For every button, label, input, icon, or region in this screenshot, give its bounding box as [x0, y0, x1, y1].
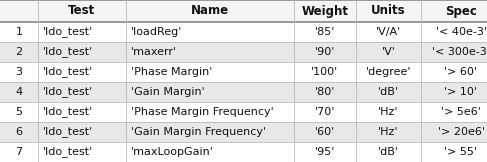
Text: 'dB': 'dB'	[378, 147, 399, 157]
Text: 'loadReg': 'loadReg'	[131, 27, 182, 37]
Text: '85': '85'	[315, 27, 335, 37]
Text: '100': '100'	[311, 67, 338, 77]
Text: 'Hz': 'Hz'	[378, 107, 399, 117]
Text: '95': '95'	[315, 147, 335, 157]
Text: '< 40e-3': '< 40e-3'	[435, 27, 487, 37]
Text: 'V/A': 'V/A'	[376, 27, 401, 37]
Bar	[0, 0, 487, 22]
Text: '> 55': '> 55'	[445, 147, 477, 157]
Text: 'Gain Margin Frequency': 'Gain Margin Frequency'	[131, 127, 266, 137]
Text: '90': '90'	[315, 47, 335, 57]
Text: 'ldo_test': 'ldo_test'	[43, 147, 93, 157]
Text: Units: Units	[371, 5, 406, 17]
Text: 1: 1	[16, 27, 22, 37]
Text: '> 5e6': '> 5e6'	[441, 107, 481, 117]
Text: '60': '60'	[315, 127, 335, 137]
Bar	[0, 42, 487, 62]
Text: '80': '80'	[315, 87, 335, 97]
Text: 'dB': 'dB'	[378, 87, 399, 97]
Text: Name: Name	[191, 5, 229, 17]
Text: Spec: Spec	[445, 5, 477, 17]
Text: 4: 4	[16, 87, 22, 97]
Text: 7: 7	[16, 147, 22, 157]
Text: 'ldo_test': 'ldo_test'	[43, 107, 93, 117]
Text: '> 10': '> 10'	[445, 87, 477, 97]
Text: 6: 6	[16, 127, 22, 137]
Text: 'degree': 'degree'	[366, 67, 411, 77]
Bar	[0, 102, 487, 122]
Text: 5: 5	[16, 107, 22, 117]
Text: '< 300e-3': '< 300e-3'	[432, 47, 487, 57]
Text: 'ldo_test': 'ldo_test'	[43, 67, 93, 77]
Text: Weight: Weight	[301, 5, 349, 17]
Text: 'ldo_test': 'ldo_test'	[43, 127, 93, 137]
Bar	[0, 22, 487, 42]
Text: 2: 2	[16, 47, 22, 57]
Text: 'Hz': 'Hz'	[378, 127, 399, 137]
Text: '70': '70'	[315, 107, 335, 117]
Text: 'V': 'V'	[381, 47, 395, 57]
Text: 'maxLoopGain': 'maxLoopGain'	[131, 147, 214, 157]
Bar	[0, 82, 487, 102]
Text: 'Phase Margin Frequency': 'Phase Margin Frequency'	[131, 107, 274, 117]
Text: '> 20e6': '> 20e6'	[437, 127, 485, 137]
Text: Test: Test	[68, 5, 95, 17]
Text: 'ldo_test': 'ldo_test'	[43, 27, 93, 37]
Bar	[0, 142, 487, 162]
Text: 'Phase Margin': 'Phase Margin'	[131, 67, 212, 77]
Bar	[0, 122, 487, 142]
Text: 3: 3	[16, 67, 22, 77]
Text: 'Gain Margin': 'Gain Margin'	[131, 87, 205, 97]
Bar	[0, 62, 487, 82]
Text: 'maxerr': 'maxerr'	[131, 47, 177, 57]
Text: 'ldo_test': 'ldo_test'	[43, 87, 93, 98]
Text: '> 60': '> 60'	[445, 67, 477, 77]
Text: 'ldo_test': 'ldo_test'	[43, 46, 93, 58]
